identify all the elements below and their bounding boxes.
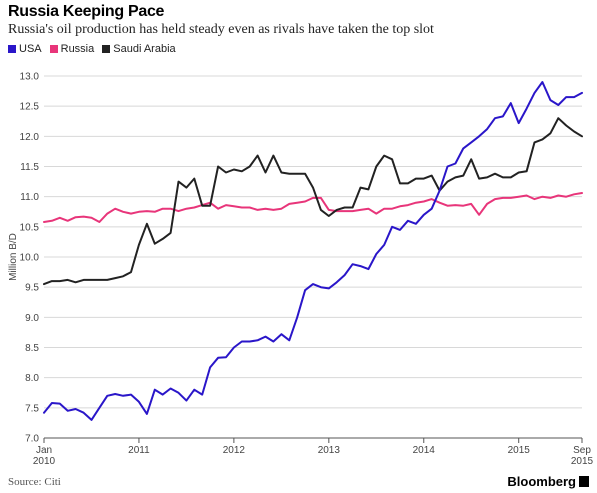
line-chart: 7.0 7.5 8.0 8.5 9.0 9.5 10.0 10.5 11.0 11.5 12.0 12…: [8, 72, 594, 468]
legend: USA Russia Saudi Arabia: [8, 43, 176, 55]
chart-title: Russia Keeping Pace: [8, 3, 165, 20]
y-tick-label: 13.0: [20, 72, 40, 83]
series-line-usa: [43, 81, 583, 421]
legend-swatch-usa: [8, 45, 16, 53]
legend-label-usa: USA: [19, 43, 42, 55]
legend-swatch-russia: [49, 45, 58, 53]
x-tick-label: 2011: [128, 445, 150, 456]
legend-swatch-saudi-arabia: [102, 45, 111, 53]
y-axis-label: Million B/D: [8, 233, 19, 281]
y-tick-label: 12.0: [20, 132, 40, 143]
legend-label-saudi-arabia: Saudi Arabia: [113, 43, 176, 55]
x-tick-label: 2014: [413, 445, 436, 456]
y-tick-label: 8.0: [25, 373, 39, 384]
source-note: Source: Citi: [8, 476, 61, 488]
y-tick-label: 11.0: [20, 192, 39, 203]
legend-item-saudi-arabia: Saudi Arabia: [102, 43, 176, 55]
y-tick-label: 10.5: [20, 222, 40, 233]
y-tick-label: 9.0: [25, 313, 39, 324]
bloomberg-logo: Bloomberg: [507, 474, 589, 489]
y-tick-label: 7.5: [25, 403, 39, 414]
y-tick-label: 12.5: [20, 102, 40, 113]
x-tick-label: 2013: [318, 445, 341, 456]
brand-name: Bloomberg: [507, 474, 576, 489]
series-line-russia: [43, 192, 583, 223]
y-tick-label: 10.0: [20, 253, 40, 264]
logo-badge-icon: [579, 476, 589, 487]
chart-subtitle: Russia's oil production has held steady …: [8, 22, 434, 37]
x-tick-label: 2015: [508, 445, 531, 456]
series-line-saudi-arabia: [43, 117, 583, 286]
legend-label-russia: Russia: [60, 43, 95, 55]
y-tick-label: 9.5: [25, 283, 39, 294]
y-tick-label: 7.0: [25, 434, 39, 445]
x-tick-label-year: 2010: [33, 456, 56, 467]
x-tick-label: 2012: [223, 445, 246, 456]
y-tick-label: 8.5: [25, 343, 39, 354]
x-tick-label: Sep: [573, 445, 591, 456]
x-tick-label: Jan: [36, 445, 52, 456]
y-tick-label: 11.5: [20, 162, 39, 173]
legend-item-usa: USA: [8, 43, 42, 55]
legend-item-russia: Russia: [49, 43, 95, 55]
x-tick-label-year: 2015: [571, 456, 594, 467]
